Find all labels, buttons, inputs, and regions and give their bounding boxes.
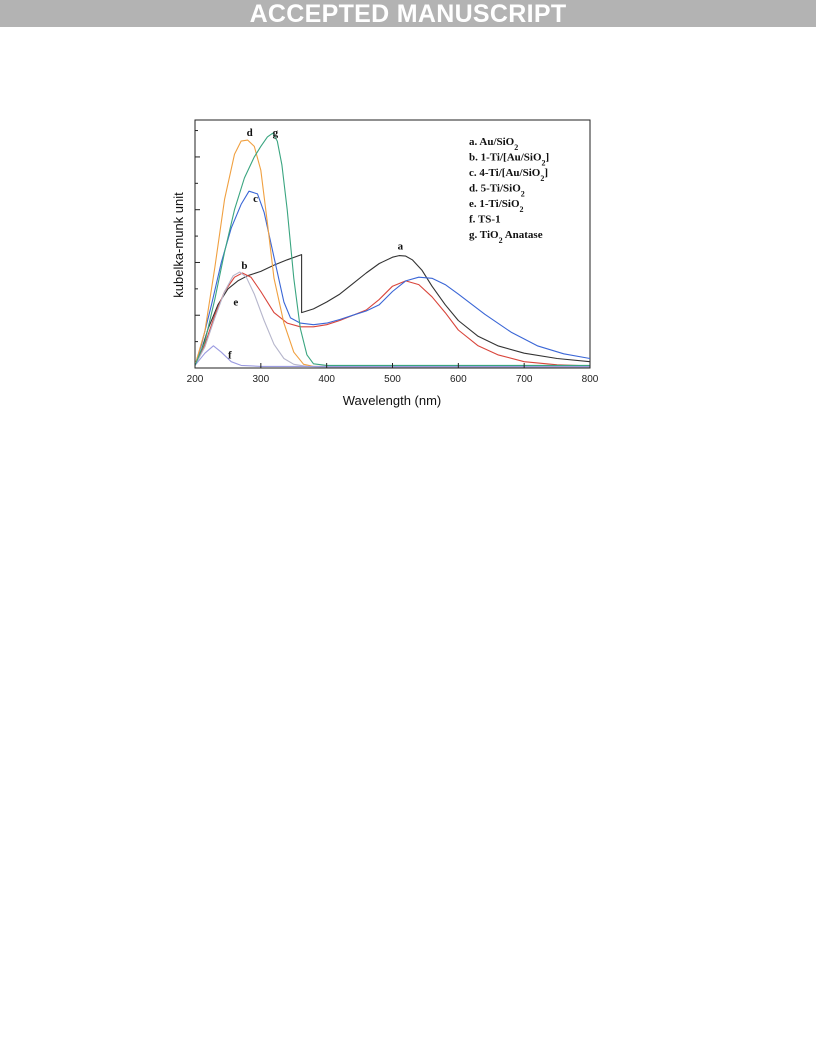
x-tick-label: 600	[450, 374, 467, 385]
accepted-manuscript-banner: ACCEPTED MANUSCRIPT	[0, 0, 816, 28]
series-line-g	[195, 132, 590, 366]
legend-entry-g: g. TiO2 Anatase	[469, 229, 543, 245]
series-line-c	[195, 190, 590, 366]
legend-entry-f: f. TS-1	[469, 214, 501, 226]
peak-label-g: g	[273, 127, 279, 139]
legend-entry-b: b. 1-Ti/[Au/SiO2]	[469, 152, 549, 168]
x-tick-label: 500	[384, 374, 401, 385]
peak-label-c: c	[253, 193, 258, 205]
legend-entry-d: d. 5-Ti/SiO2	[469, 183, 525, 199]
x-tick-label: 300	[252, 374, 269, 385]
peak-label-f: f	[228, 350, 232, 362]
peak-label-a: a	[398, 240, 404, 252]
peak-label-b: b	[241, 260, 247, 272]
x-tick-label: 800	[582, 374, 599, 385]
legend-entry-e: e. 1-Ti/SiO2	[469, 198, 524, 214]
series-layer	[195, 132, 590, 368]
x-axis: 200 300 400 500 600 700 800	[187, 363, 599, 385]
series-line-f	[195, 345, 590, 367]
peak-labels: d g c b e f a	[228, 127, 404, 362]
series-line-b	[195, 272, 590, 367]
peak-label-d: d	[247, 127, 253, 139]
x-axis-title: Wavelength (nm)	[343, 393, 442, 408]
peak-label-e: e	[233, 297, 238, 309]
series-line-a	[195, 254, 590, 366]
legend-entry-a: a. Au/SiO2	[469, 136, 518, 152]
x-tick-label: 700	[516, 374, 533, 385]
legend-entry-c: c. 4-Ti/[Au/SiO2]	[469, 167, 548, 183]
x-tick-label: 400	[318, 374, 335, 385]
y-axis	[195, 130, 200, 369]
x-tick-label: 200	[187, 374, 204, 385]
uv-vis-chart: 200 300 400 500 600 700 800 d g c b e f a a. Au/SiO2…	[171, 119, 599, 408]
y-axis-title: kubelka-munk unit	[171, 192, 186, 298]
